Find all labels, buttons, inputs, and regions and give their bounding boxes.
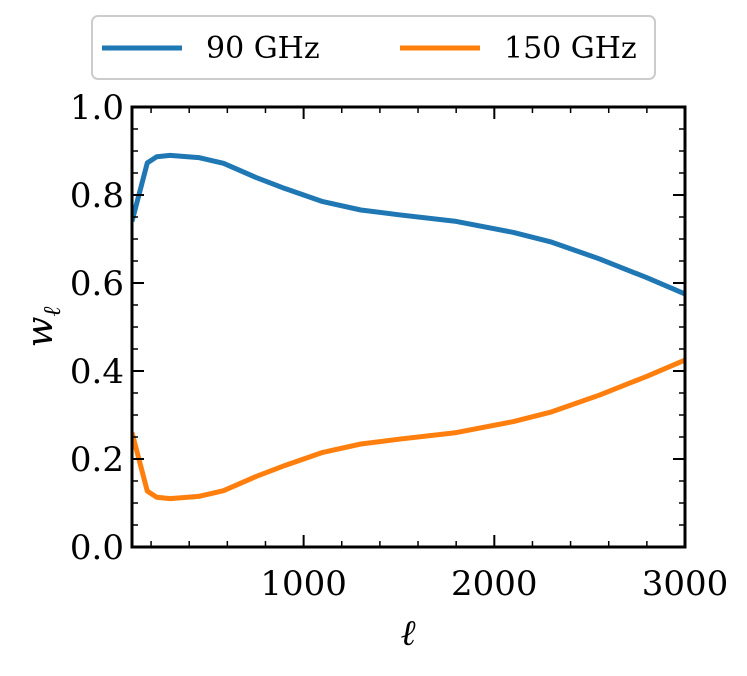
x-tick-label: 3000 [642, 564, 729, 604]
legend: 90 GHz 150 GHz [91, 15, 656, 80]
series-layer [132, 152, 685, 502]
y-axis-label: wℓ [20, 307, 66, 348]
series-line-150-ghz [132, 357, 685, 502]
x-tick-label: 2000 [451, 564, 538, 604]
y-tick-label: 0.6 [70, 264, 124, 304]
x-axis-label: ℓ [401, 613, 416, 654]
legend-label-150ghz: 150 GHz [504, 31, 637, 66]
y-tick-label: 0.4 [70, 352, 124, 392]
y-tick-label: 0.0 [70, 528, 124, 568]
legend-label-90ghz: 90 GHz [206, 31, 320, 66]
plot-frame [130, 105, 687, 549]
y-tick-label: 0.8 [70, 176, 124, 216]
tick-layer [132, 106, 686, 548]
tick-label-layer: 1000 2000 3000 0.0 0.2 0.4 0.6 0.8 1.0 [70, 88, 728, 604]
y-axis-label-subscript: ℓ [38, 307, 66, 317]
x-tick-label: 1000 [260, 564, 347, 604]
svg-text:wℓ: wℓ [20, 307, 66, 348]
legend-box [91, 15, 656, 80]
y-axis-label-main: w [20, 316, 61, 347]
series-line-90-ghz [132, 152, 685, 297]
y-tick-label: 0.2 [70, 440, 124, 480]
y-tick-label: 1.0 [70, 88, 124, 128]
